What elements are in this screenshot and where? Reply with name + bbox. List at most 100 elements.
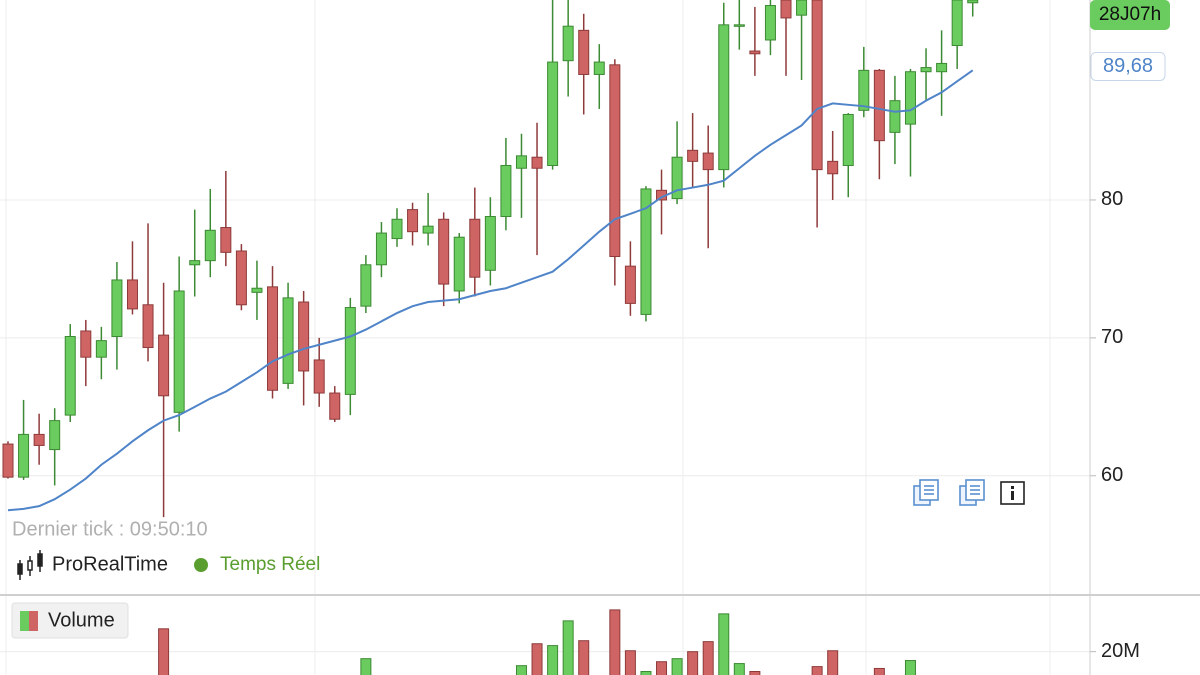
candle-body — [531, 156, 543, 169]
y-tick-label: 60 — [1101, 464, 1123, 486]
candle-body — [158, 334, 170, 397]
candle-body — [344, 307, 356, 395]
source-icon — [17, 550, 43, 580]
volume-bar — [687, 651, 699, 675]
last-price-label: 89,68 — [1103, 55, 1153, 77]
moving-average — [7, 69, 974, 512]
candle-body — [764, 5, 776, 41]
volume-bar — [733, 663, 745, 675]
tool-icons[interactable] — [913, 479, 985, 506]
candle-body — [422, 225, 434, 234]
candle-body — [438, 218, 450, 285]
candle-body — [49, 420, 61, 451]
candle-body — [827, 160, 839, 175]
candle-body — [220, 227, 232, 253]
candle-body — [873, 69, 885, 142]
volume-bar — [640, 671, 652, 675]
candle-body — [298, 301, 310, 372]
candle-body — [640, 188, 652, 315]
candle-body — [360, 264, 372, 307]
candle-body — [18, 433, 30, 478]
candle-body — [718, 24, 730, 171]
candle-body — [189, 260, 201, 266]
candle-body — [578, 29, 590, 75]
candle-body — [515, 155, 527, 169]
candle-body — [173, 290, 185, 413]
candle-body — [33, 433, 45, 446]
candle-body — [796, 0, 808, 16]
candle-body — [671, 156, 683, 200]
candle-body — [547, 61, 559, 166]
volume-bar — [702, 641, 714, 675]
candle-body — [967, 0, 979, 4]
candle-body — [2, 443, 14, 478]
status: Temps Réel — [220, 554, 320, 575]
candle-body — [624, 265, 636, 304]
candle-body — [375, 232, 387, 266]
candle-body — [936, 62, 948, 73]
candle-body — [391, 218, 403, 240]
candle-body — [126, 279, 138, 310]
volume-bar — [656, 661, 668, 675]
volume-bar — [609, 609, 621, 675]
candle-body — [842, 113, 854, 166]
y-tick-label: 20M — [1101, 640, 1140, 662]
candle-body — [904, 71, 916, 125]
info-icon[interactable] — [1000, 481, 1025, 505]
status-dot — [194, 558, 208, 572]
candle-body — [780, 0, 792, 19]
volume-bar — [547, 645, 559, 675]
candle-body — [235, 250, 247, 306]
candle-body — [811, 0, 823, 171]
candle-body — [80, 330, 92, 358]
candle-body — [951, 0, 963, 47]
candle-body — [267, 286, 279, 391]
candle-body — [111, 279, 123, 337]
y-tick-label: 70 — [1101, 326, 1123, 348]
candle-body — [282, 297, 294, 384]
candle-body — [95, 340, 107, 358]
volume-bar — [624, 650, 636, 675]
candle-body — [407, 209, 419, 233]
volume-bar — [578, 640, 590, 675]
volume-bar — [671, 658, 683, 675]
y-tick-label: 80 — [1101, 188, 1123, 210]
candle-body — [204, 229, 216, 262]
volume-bar — [827, 650, 839, 675]
candle-body — [702, 152, 714, 171]
candle-body — [469, 218, 481, 278]
last-tick: Dernier tick : 09:50:10 — [12, 518, 208, 540]
volume-bar — [515, 665, 527, 675]
volume-bar — [749, 671, 761, 675]
time-badge: 28J07h — [1099, 4, 1161, 25]
candle-body — [609, 64, 621, 258]
candle-body — [920, 67, 932, 73]
time-badge-bg — [1090, 0, 1170, 30]
candle-body — [593, 61, 605, 75]
candle-body — [142, 304, 154, 349]
candle-body — [858, 69, 870, 111]
volume-bar — [531, 643, 543, 675]
candle-body — [251, 287, 263, 293]
candle-body — [687, 149, 699, 162]
volume-title: Volume — [48, 609, 115, 631]
candle-body — [453, 236, 465, 292]
volume-bar — [873, 667, 885, 675]
volume-bar — [158, 628, 170, 675]
last-price-badge — [1090, 51, 1166, 81]
candle-body — [329, 392, 341, 420]
candle-body — [500, 164, 512, 218]
volume-legend-bg — [11, 602, 129, 639]
volume-bar — [904, 660, 916, 675]
candle-body — [749, 50, 761, 55]
volume-bar — [360, 658, 372, 675]
candle-body — [733, 24, 745, 27]
candle-body — [562, 25, 574, 62]
candle-body — [313, 359, 325, 394]
candle-body — [64, 335, 76, 416]
volume-bar — [718, 613, 730, 675]
volume-legend-icon — [20, 611, 29, 631]
candle-body — [484, 216, 496, 271]
volume-legend-icon — [29, 611, 38, 631]
